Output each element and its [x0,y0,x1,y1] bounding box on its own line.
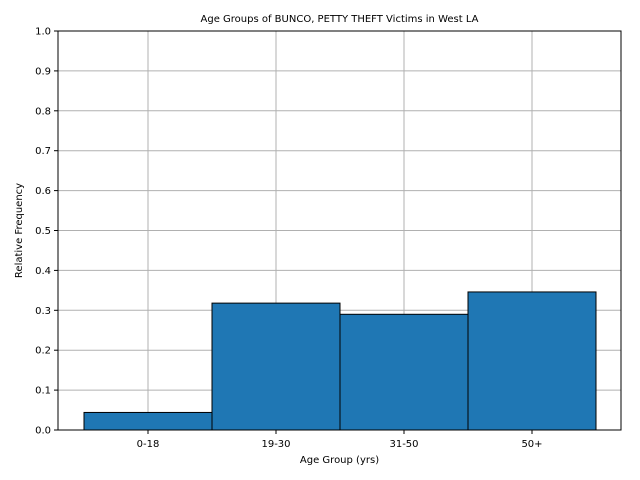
y-axis-label: Relative Frequency [14,183,25,278]
y-tick-label: 0.5 [35,226,51,237]
y-tick-label: 0.8 [35,106,51,117]
y-tick-label: 0.9 [35,66,51,77]
x-axis-label: Age Group (yrs) [300,455,379,466]
y-tick-label: 1.0 [35,27,51,38]
y-tick-label: 0.1 [35,386,51,397]
bars [83,291,597,431]
y-tick-label: 0.4 [35,266,51,277]
y-tick-label: 0.2 [35,346,51,357]
bar-19-30 [211,302,341,431]
x-tick-label: 31-50 [389,439,418,450]
bar-0-18 [83,411,213,431]
y-tick-label: 0.6 [35,186,51,197]
ticks: 0.0 0.1 0.2 0.3 0.4 0.5 0.6 0.7 0.8 0.9 1.0 0-18 19-… [35,27,542,451]
x-tick-label: 0-18 [137,439,160,450]
y-tick-label: 0.7 [35,146,51,157]
x-tick-label: 50+ [521,439,542,450]
y-tick-label: 0.0 [35,426,51,437]
y-tick-label: 0.3 [35,306,51,317]
bar-31-50 [339,313,469,431]
x-tick-label: 19-30 [261,439,290,450]
chart-title: Age Groups of BUNCO, PETTY THEFT Victims… [201,14,479,25]
bar-50+ [467,291,597,431]
